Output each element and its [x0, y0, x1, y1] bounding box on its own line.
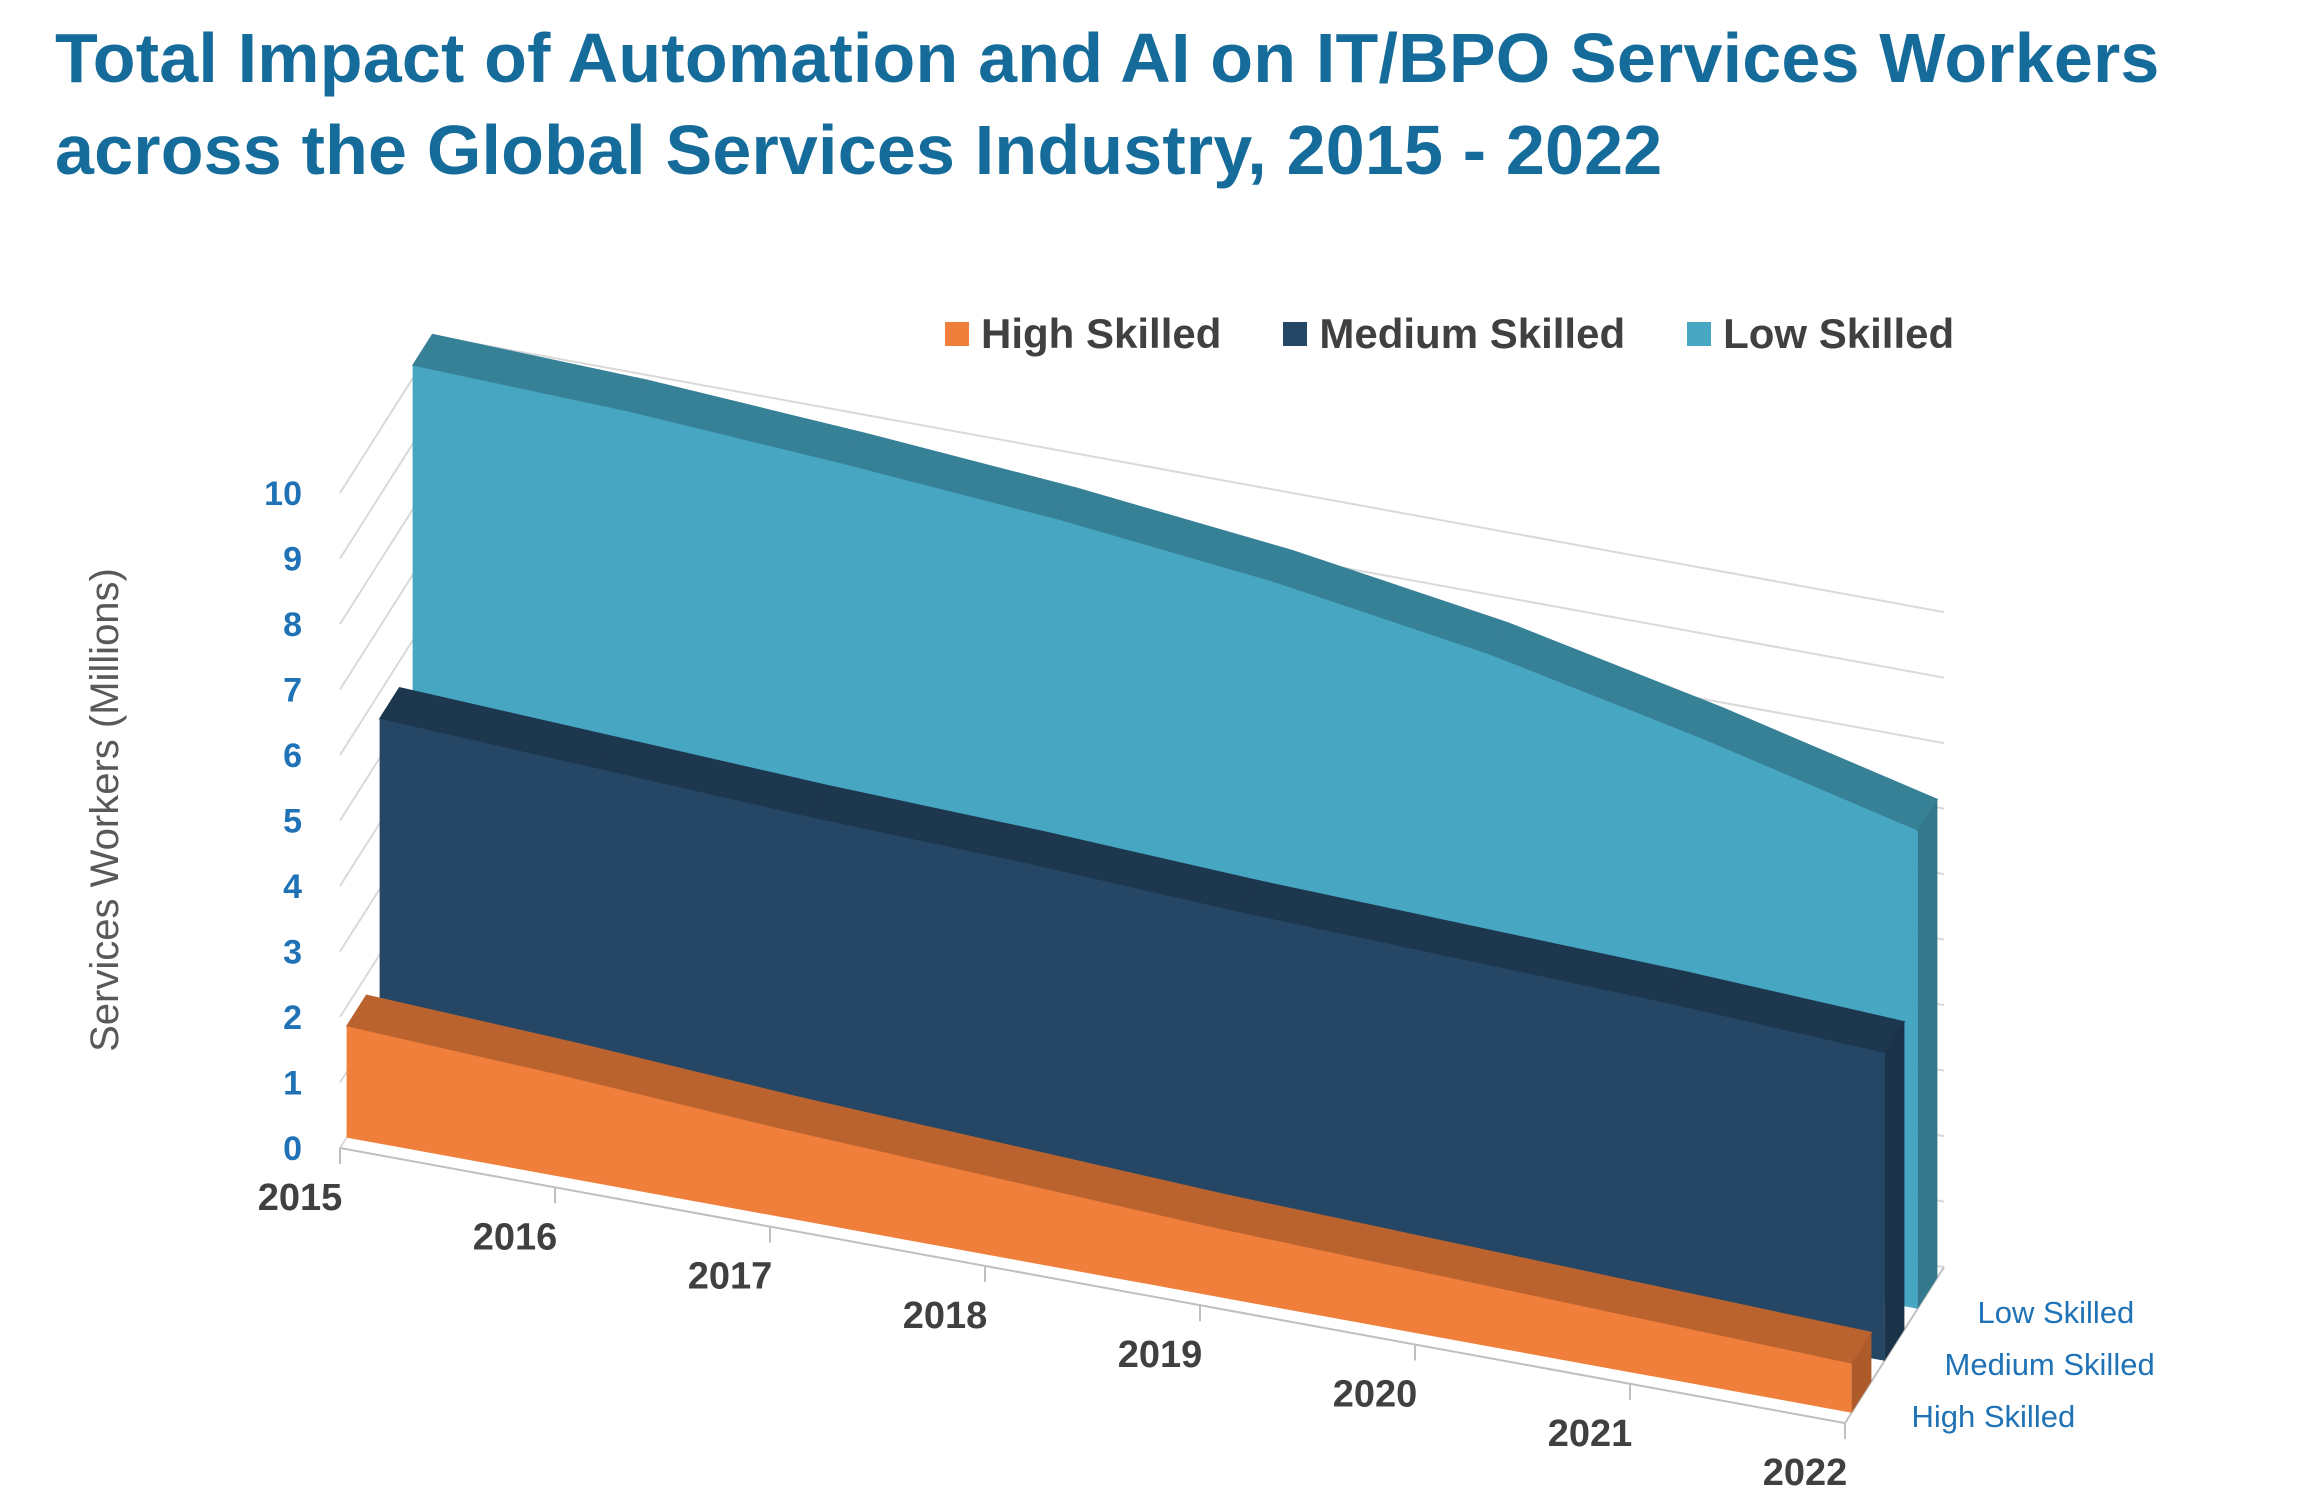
- legend-label-low-skilled: Low Skilled: [1723, 310, 1955, 357]
- x-axis: 2015 2016 2017 2018 2019 2020 2021 2022: [258, 1147, 1848, 1492]
- y-tick-label: 8: [283, 606, 302, 644]
- legend-item-medium-skilled: Medium Skilled: [1283, 310, 1625, 358]
- chart-title-line-1: Total Impact of Automation and AI on IT/…: [55, 19, 2160, 97]
- series-layer: [345, 333, 1939, 1413]
- y-axis-title: Services Workers (Millions): [83, 568, 127, 1052]
- y-tick-label: 5: [283, 803, 302, 841]
- x-tick-label: 2017: [688, 1256, 773, 1298]
- legend: High Skilled Medium Skilled Low Skilled: [945, 310, 1954, 358]
- x-tick-label: 2019: [1118, 1334, 1203, 1376]
- y-tick-label: 3: [283, 934, 302, 972]
- area-side: [1851, 1332, 1872, 1413]
- depth-tick-label: Low Skilled: [1978, 1295, 2135, 1330]
- legend-label-high-skilled: High Skilled: [981, 310, 1222, 357]
- y-tick-label: 7: [283, 672, 302, 710]
- y-tick-label: 0: [283, 1130, 302, 1168]
- x-tick-label: 2020: [1333, 1374, 1418, 1416]
- series-high-skilled: [345, 994, 1873, 1413]
- y-tick-label: 1: [283, 1065, 302, 1103]
- chart-title: Total Impact of Automation and AI on IT/…: [55, 12, 2285, 196]
- depth-tick-label: High Skilled: [1912, 1399, 2076, 1434]
- legend-item-high-skilled: High Skilled: [945, 310, 1221, 358]
- area-side: [1917, 799, 1938, 1309]
- x-tick-label: 2021: [1548, 1413, 1633, 1455]
- area-side: [1884, 1021, 1905, 1361]
- y-axis: 0 1 2 3 4 5 6 7 8 9 10: [264, 475, 302, 1168]
- legend-item-low-skilled: Low Skilled: [1687, 310, 1954, 358]
- x-tick-label: 2015: [258, 1177, 343, 1219]
- legend-swatch-high-skilled: [945, 322, 969, 346]
- legend-swatch-low-skilled: [1687, 322, 1712, 346]
- x-tick-label: 2016: [473, 1216, 558, 1258]
- depth-tick-label: Medium Skilled: [1945, 1347, 2155, 1382]
- y-tick-label: 10: [264, 475, 302, 513]
- chart-title-line-2: across the Global Services Industry, 201…: [55, 111, 1663, 189]
- x-axis-line: [339, 1147, 1846, 1425]
- legend-label-medium-skilled: Medium Skilled: [1319, 310, 1626, 357]
- area-front: [379, 718, 1885, 1361]
- legend-swatch-medium-skilled: [1283, 322, 1308, 346]
- x-tick-label: 2022: [1763, 1452, 1848, 1492]
- x-tick-label: 2018: [903, 1295, 988, 1337]
- area-front: [346, 1026, 1852, 1413]
- y-tick-label: 2: [283, 999, 302, 1037]
- series-medium-skilled: [378, 687, 1906, 1361]
- y-tick-label: 6: [283, 737, 302, 775]
- y-tick-label: 4: [283, 868, 302, 906]
- y-tick-label: 9: [283, 541, 302, 579]
